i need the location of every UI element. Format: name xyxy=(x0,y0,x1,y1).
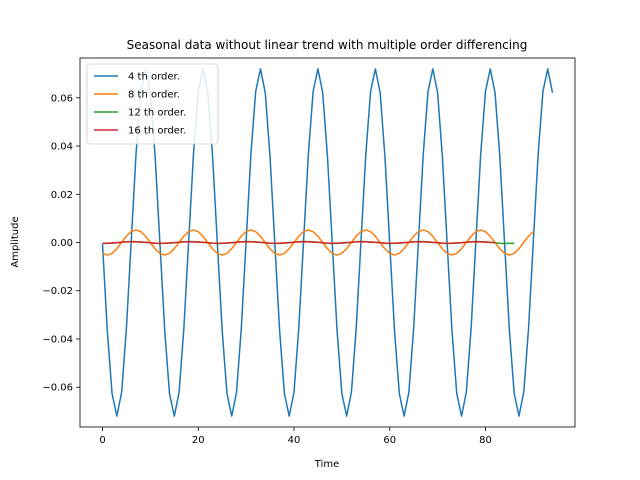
series-line-4 xyxy=(102,241,496,244)
y-tick-label: 0.00 xyxy=(51,238,73,249)
y-tick-label: 0.02 xyxy=(51,190,73,201)
legend: 4 th order. 8 th order. 12 th order. 16 th … xyxy=(86,63,219,145)
plot-area xyxy=(101,68,554,417)
legend-label-4: 16 th order. xyxy=(128,126,186,137)
chart-title: Seasonal data without linear trend with … xyxy=(127,38,528,52)
y-axis-title: Amplitude xyxy=(10,216,21,267)
legend-label-2: 8 th order. xyxy=(128,90,180,101)
legend-label-1: 4 th order. xyxy=(128,72,180,83)
x-tick-label: 20 xyxy=(192,435,205,446)
legend-box xyxy=(86,63,219,145)
legend-label-3: 12 th order. xyxy=(128,108,186,119)
x-tick-label: 80 xyxy=(479,435,492,446)
y-tick-label: 0.06 xyxy=(51,93,73,104)
x-axis-title: Time xyxy=(314,459,339,470)
x-tick-label: 40 xyxy=(288,435,301,446)
x-tick-label: 60 xyxy=(383,435,396,446)
series-line-2 xyxy=(102,229,534,256)
series-line-1 xyxy=(101,68,554,417)
y-tick-label: −0.04 xyxy=(42,334,73,345)
x-tick-label: 0 xyxy=(99,435,105,446)
y-tick-label: 0.04 xyxy=(51,142,73,153)
y-tick-label: −0.02 xyxy=(42,286,73,297)
axes: 0 20 40 60 80 −0.06 −0.04 −0.02 0.00 0.02 0.04 0.06 xyxy=(42,57,576,446)
y-tick-label: −0.06 xyxy=(42,383,73,394)
